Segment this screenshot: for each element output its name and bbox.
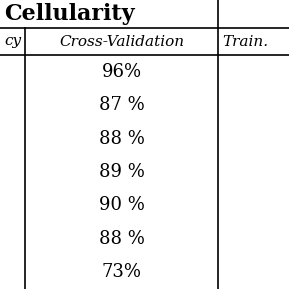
Text: 96%: 96% — [101, 63, 142, 81]
Text: Cellularity: Cellularity — [4, 3, 135, 25]
Text: 88 %: 88 % — [99, 230, 144, 248]
Text: Train.: Train. — [222, 34, 268, 49]
Text: Cross-Validation: Cross-Validation — [59, 34, 184, 49]
Text: 88 %: 88 % — [99, 129, 144, 148]
Text: 73%: 73% — [101, 263, 142, 281]
Text: cy: cy — [4, 34, 21, 49]
Text: 90 %: 90 % — [99, 197, 144, 214]
Text: 87 %: 87 % — [99, 96, 144, 114]
Text: 89 %: 89 % — [99, 163, 144, 181]
